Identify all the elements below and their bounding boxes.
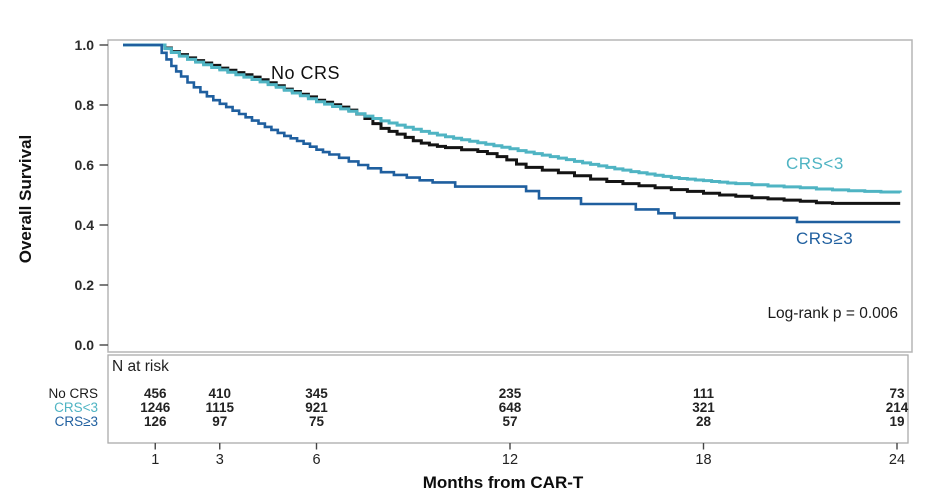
x-tick-label: 6 [312, 452, 321, 468]
curve-label-no-crs: No CRS [271, 63, 341, 83]
y-tick-label: 0.8 [74, 97, 94, 113]
risk-table-title: N at risk [112, 358, 169, 375]
y-tick-label: 0.0 [74, 337, 94, 353]
x-tick-label: 24 [888, 452, 906, 468]
risk-value: 1115 [205, 400, 235, 415]
risk-value: 28 [695, 414, 712, 429]
risk-row-label: CRS≥3 [54, 414, 98, 429]
y-tick-label: 0.6 [74, 157, 94, 173]
risk-value: 126 [143, 414, 167, 429]
risk-value: 235 [498, 386, 522, 401]
y-tick-label: 0.4 [74, 217, 94, 233]
x-tick-label: 3 [215, 452, 224, 468]
x-tick-label: 1 [151, 452, 160, 468]
risk-value: 345 [305, 386, 328, 401]
survival-curve-no-crs [123, 43, 901, 205]
risk-value: 111 [692, 386, 715, 401]
y-tick-label: 0.2 [74, 277, 94, 293]
survival-curve-crs-3 [123, 43, 901, 224]
risk-value: 921 [305, 400, 328, 415]
x-tick-label: 18 [695, 452, 712, 468]
risk-value: 410 [208, 386, 232, 401]
curve-label-crs-ge3: CRS≥3 [796, 229, 854, 248]
risk-value: 75 [308, 414, 325, 429]
risk-table-box [107, 354, 909, 444]
survival-curve-crs-3 [123, 43, 902, 194]
risk-value: 97 [212, 414, 228, 429]
risk-value: 321 [692, 400, 715, 415]
x-tick-label: 12 [501, 452, 519, 468]
x-axis-title: Months from CAR-T [422, 473, 584, 492]
plot-frame [107, 39, 913, 353]
risk-row-label: CRS<3 [54, 400, 98, 415]
risk-value: 73 [889, 386, 905, 401]
risk-value: 1246 [140, 400, 171, 415]
risk-value: 57 [502, 414, 518, 429]
y-tick-label: 1.0 [74, 37, 94, 53]
risk-value: 456 [143, 386, 167, 401]
risk-row-label: No CRS [48, 386, 98, 401]
risk-value: 648 [498, 400, 522, 415]
y-axis-title: Overall Survival [16, 134, 35, 264]
risk-value: 214 [885, 400, 909, 415]
risk-value: 19 [889, 414, 905, 429]
logrank-pvalue-annotation: Log-rank p = 0.006 [767, 305, 898, 322]
curve-label-crs-lt3: CRS<3 [786, 154, 844, 173]
